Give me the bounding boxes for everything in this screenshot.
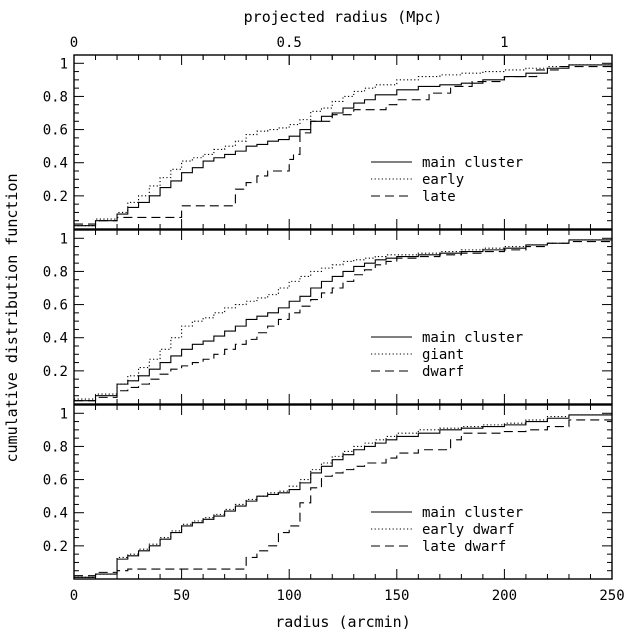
panel-frame: [73, 229, 613, 405]
panel-frame: [73, 54, 613, 230]
x-tick-label: 200: [492, 588, 517, 604]
x-tick-label: 100: [277, 588, 302, 604]
y-tick-label: 0.8: [43, 439, 68, 455]
y-tick-label: 0.2: [43, 189, 68, 205]
y-tick-label: 0.8: [43, 264, 68, 280]
series-line-dotted: [74, 238, 613, 400]
y-tick-label: 1: [60, 231, 68, 247]
legend-label: main cluster: [422, 330, 523, 346]
legend-label: late dwarf: [422, 539, 506, 555]
y-tick-label: 0.2: [43, 539, 68, 555]
legend-label: main cluster: [422, 155, 523, 171]
legend-label: giant: [422, 347, 464, 363]
x-tick-label: 150: [384, 588, 409, 604]
top-axis: projected radius (Mpc) 0 0.5 1: [70, 8, 591, 65]
y-tick-label: 0.4: [43, 506, 68, 522]
y-tick-label: 0.6: [43, 123, 68, 139]
y-tick-label: 0.8: [43, 89, 68, 105]
x-axis-title: radius (arcmin): [275, 613, 410, 631]
bottom-axis: radius (arcmin) 0 50 100 150 200 250: [70, 588, 625, 631]
series-line-dashed: [74, 238, 613, 402]
x2-tick-label: 1: [500, 35, 508, 51]
panel-frame: [73, 404, 613, 580]
series-line-dashed: [74, 63, 613, 225]
x2-tick-label: 0.5: [277, 35, 302, 51]
y-tick-label: 0.6: [43, 298, 68, 314]
legend-label: main cluster: [422, 505, 523, 521]
y-tick-label: 0.2: [43, 364, 68, 380]
series-line-dotted: [74, 63, 613, 227]
series-line-dotted: [74, 413, 613, 578]
legend-label: dwarf: [422, 364, 464, 380]
x-tick-label: 50: [173, 588, 190, 604]
legend-label: early dwarf: [422, 522, 515, 538]
x-tick-label: 250: [599, 588, 624, 604]
legend-label: late: [422, 189, 456, 205]
y-tick-label: 1: [60, 56, 68, 72]
y-tick-label: 1: [60, 406, 68, 422]
x2-axis-title: projected radius (Mpc): [244, 8, 443, 26]
series-line-dashed: [74, 413, 613, 577]
x2-tick-label: 0: [70, 35, 78, 51]
y-tick-label: 0.4: [43, 331, 68, 347]
x-tick-label: 0: [70, 588, 78, 604]
y-tick-label: 0.4: [43, 156, 68, 172]
series-line-solid: [74, 413, 613, 578]
series-line-solid: [74, 63, 613, 227]
y-tick-label: 0.6: [43, 473, 68, 489]
y-axis-title: cumulative distribution function: [3, 174, 21, 463]
series-line-solid: [74, 238, 613, 402]
legend-label: early: [422, 172, 464, 188]
